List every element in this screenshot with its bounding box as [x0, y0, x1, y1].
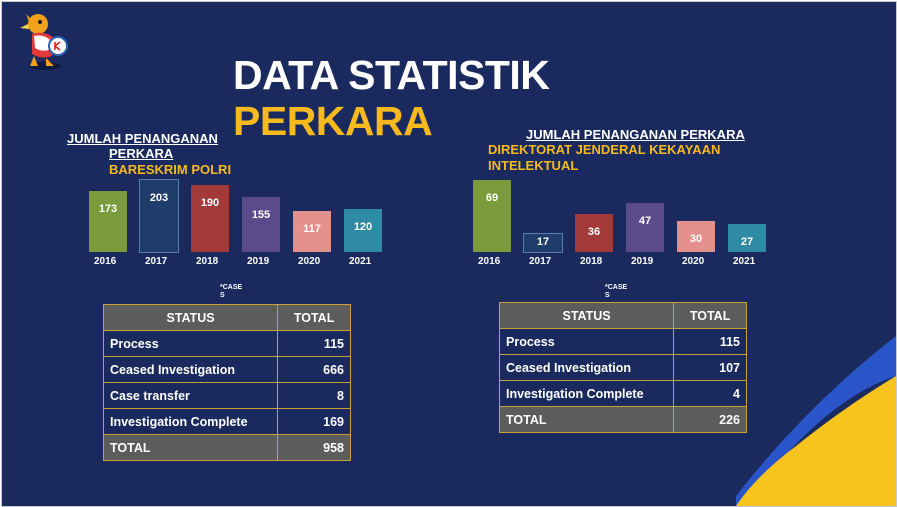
table-row: Process 115 [102, 330, 351, 357]
mascot-logo-icon [20, 14, 68, 70]
bar-value-label: 117 [303, 223, 321, 235]
right-status-table: STATUS TOTAL Process 115 Ceased Investig… [498, 302, 747, 433]
page-title: DATA STATISTIK [233, 52, 550, 98]
table-row: Process 115 [498, 328, 747, 355]
total-header: TOTAL [277, 304, 351, 331]
year-tick-label: 2016 [478, 256, 501, 267]
bar-value-label: 155 [251, 209, 271, 221]
year-tick-label: 2019 [631, 256, 654, 267]
table-row: Ceased Investigation 107 [498, 354, 747, 381]
left-heading-line1: JUMLAH PENANGANAN [67, 131, 218, 146]
total-value-cell: 958 [277, 434, 351, 461]
chart-bar: 190 [191, 185, 229, 252]
status-cell: Ceased Investigation [102, 356, 279, 383]
bar-value-label: 190 [200, 197, 220, 209]
year-tick-label: 2018 [196, 256, 219, 267]
bar-value-label: 69 [485, 192, 499, 204]
bar-value-label: 17 [536, 236, 550, 248]
table-total-row: TOTAL 226 [498, 406, 747, 433]
table-row: Investigation Complete 4 [498, 380, 747, 407]
total-cell: 169 [277, 408, 351, 435]
status-cell: Process [102, 330, 279, 357]
bar-value-label: 203 [149, 192, 169, 204]
page-title-accent: PERKARA [233, 98, 433, 144]
right-subheading-line2: INTELEKTUAL [488, 158, 579, 173]
bar-value-label: 36 [587, 226, 601, 238]
total-cell: 107 [673, 354, 747, 381]
status-cell: Investigation Complete [498, 380, 675, 407]
table-total-row: TOTAL 958 [102, 434, 351, 461]
status-cell: Process [498, 328, 675, 355]
right-cases-label: *CASES [605, 284, 628, 299]
status-cell: Case transfer [102, 382, 279, 409]
total-label-cell: TOTAL [498, 406, 675, 433]
year-tick-label: 2017 [529, 256, 552, 267]
chart-bar: 120 [344, 209, 382, 252]
chart-bar: 30 [677, 221, 715, 252]
chart-bar: 69 [473, 180, 511, 252]
year-tick-label: 2016 [94, 256, 117, 267]
bar-value-label: 120 [353, 221, 373, 233]
right-heading-line1: JUMLAH PENANGANAN PERKARA [526, 127, 745, 142]
status-cell: Investigation Complete [102, 408, 279, 435]
total-cell: 115 [277, 330, 351, 357]
chart-bar: 27 [728, 224, 766, 252]
chart-bar: 173 [89, 191, 127, 252]
table-row: Investigation Complete 169 [102, 408, 351, 435]
year-tick-label: 2020 [298, 256, 321, 267]
table-header-row: STATUS TOTAL [102, 304, 351, 331]
total-cell: 8 [277, 382, 351, 409]
year-tick-label: 2019 [247, 256, 270, 267]
status-header: STATUS [102, 304, 279, 331]
left-heading-line2: PERKARA [109, 146, 174, 161]
bar-value-label: 27 [740, 236, 754, 248]
corner-decoration-icon [736, 336, 896, 506]
left-cases-label: *CASES [220, 284, 243, 299]
year-tick-label: 2020 [682, 256, 705, 267]
year-tick-label: 2021 [349, 256, 372, 267]
total-label-cell: TOTAL [102, 434, 279, 461]
chart-bar: 117 [293, 211, 331, 252]
bar-value-label: 47 [638, 215, 652, 227]
year-tick-label: 2017 [145, 256, 168, 267]
left-subheading: BARESKRIM POLRI [109, 162, 232, 177]
status-cell: Ceased Investigation [498, 354, 675, 381]
table-header-row: STATUS TOTAL [498, 302, 747, 329]
status-header: STATUS [498, 302, 675, 329]
chart-bar: 47 [626, 203, 664, 252]
total-value-cell: 226 [673, 406, 747, 433]
chart-bar: 36 [575, 214, 613, 252]
total-cell: 4 [673, 380, 747, 407]
bar-value-label: 30 [689, 233, 703, 245]
left-status-table: STATUS TOTAL Process 115 Ceased Investig… [102, 304, 351, 461]
total-cell: 666 [277, 356, 351, 383]
chart-bar: 17 [523, 233, 563, 253]
table-row: Case transfer 8 [102, 382, 351, 409]
year-tick-label: 2021 [733, 256, 756, 267]
chart-bar: 203 [139, 179, 179, 253]
total-header: TOTAL [673, 302, 747, 329]
table-row: Ceased Investigation 666 [102, 356, 351, 383]
chart-bar: 155 [242, 197, 280, 252]
year-tick-label: 2018 [580, 256, 603, 267]
bar-value-label: 173 [98, 203, 118, 215]
right-subheading-line1: DIREKTORAT JENDERAL KEKAYAAN [488, 142, 721, 157]
